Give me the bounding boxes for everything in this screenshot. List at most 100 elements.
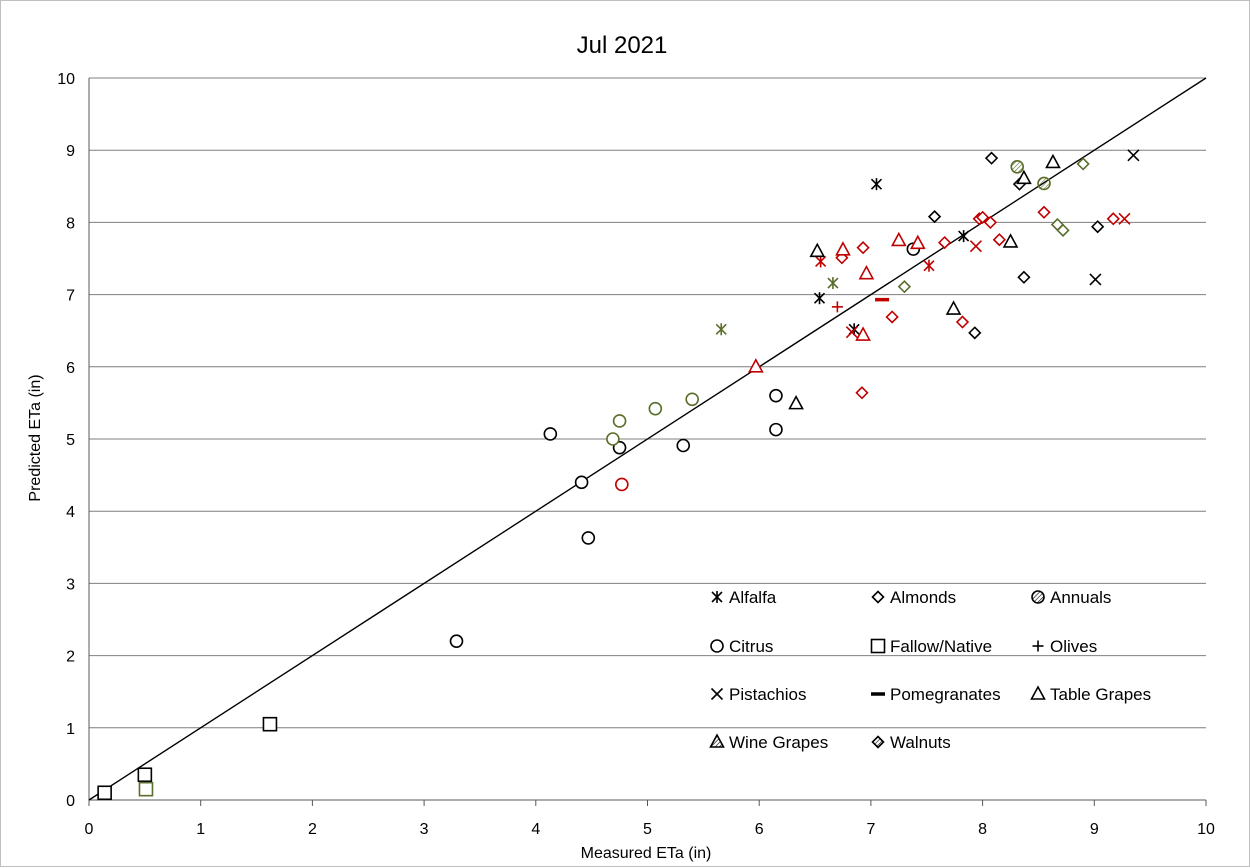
legend-label: Wine Grapes [729,733,828,752]
point-pistachios [1127,149,1140,162]
x-tick-label: 5 [643,821,652,838]
x-tick-label: 8 [978,821,987,838]
reference-line [88,77,1207,801]
point-citrus [769,388,783,403]
grid-lines [89,77,1206,729]
point-almonds [968,326,982,340]
point-citrus [574,475,589,490]
point-alfalfa [827,277,839,290]
point-citrus [676,438,691,453]
point-almonds [975,210,990,224]
point-table-grapes [855,326,871,341]
point-table-grapes [748,358,764,373]
point-alfalfa [870,178,883,191]
legend-item-pomegranates: Pomegranates [871,685,1001,704]
point-table-grapes [890,231,907,247]
y-axis-label: Predicted ETa (in) [27,374,44,501]
legend-item-table-grapes: Table Grapes [1030,685,1151,704]
point-fallow-native [138,781,154,797]
point-table-grapes [1045,153,1061,169]
point-citrus [449,634,464,648]
legend-item-olives: Olives [1032,637,1097,656]
legend-item-almonds: Almonds [871,588,956,607]
legend-item-fallow-native: Fallow/Native [870,637,992,656]
point-almonds [1091,220,1105,234]
legend-label: Pomegranates [890,685,1001,704]
legend: Alfalfa Almonds Annuals Citrus Fallow/Native… [709,588,1151,752]
x-tick-label: 0 [85,821,94,838]
point-almonds [927,209,942,224]
point-almonds [835,251,849,265]
legend-label: Annuals [1050,588,1111,607]
point-alfalfa [715,323,727,336]
y-tick-label: 1 [66,721,75,738]
point-alfalfa [958,230,970,243]
point-citrus [606,432,620,446]
point-almonds [955,315,970,329]
axes: 0 1 2 3 4 5 6 7 8 9 10 0 1 2 3 4 5 6 7 8 9 10 [57,71,1215,838]
legend-marker-citrus [710,639,724,653]
point-citrus [685,392,699,407]
y-tick-label: 8 [66,215,75,232]
point-table-grapes [835,241,851,256]
data-points [97,149,1140,801]
legend-label: Olives [1050,637,1097,656]
legend-label: Table Grapes [1050,685,1151,704]
point-table-grapes [1002,233,1019,248]
y-tick-label: 3 [66,576,75,593]
legend-label: Fallow/Native [890,637,992,656]
point-alfalfa [923,259,935,272]
point-almonds [897,280,912,294]
point-fallow-native [262,716,278,732]
legend-label: Walnuts [890,733,951,752]
one-to-one-line [88,77,1207,801]
legend-item-walnuts: Walnuts [871,733,951,752]
legend-label: Citrus [729,637,773,656]
x-tick-label: 4 [531,821,540,838]
legend-item-pistachios: Pistachios [710,685,806,704]
legend-marker-alfalfa [711,591,723,603]
legend-label: Pistachios [729,685,806,704]
point-olives [831,301,843,313]
point-alfalfa [813,292,826,305]
x-tick-label: 2 [308,821,317,838]
point-citrus [543,427,558,441]
legend-item-wine-grapes: Wine Grapes [709,733,828,752]
point-citrus [615,477,629,492]
x-tick-label: 1 [196,821,205,838]
legend-marker-olives [1032,640,1044,652]
point-citrus [612,414,627,428]
legend-item-citrus: Citrus [710,637,773,656]
y-tick-label: 0 [66,793,75,810]
point-fallow-native [137,767,153,783]
legend-item-alfalfa: Alfalfa [711,588,777,607]
chart-title: Jul 2021 [577,32,668,59]
point-almonds [1056,223,1070,237]
point-almonds [856,241,870,255]
point-annuals [1010,160,1025,174]
x-tick-label: 7 [866,821,875,838]
x-tick-label: 6 [755,821,764,838]
point-pistachios [969,240,982,253]
point-citrus [581,531,596,545]
y-tick-label: 9 [66,143,75,160]
x-tick-label: 9 [1090,821,1099,838]
legend-marker-fallow-native [870,638,886,654]
point-almonds [855,386,869,400]
point-almonds [885,310,899,324]
x-axis-label: Measured ETa (in) [581,845,712,862]
point-almonds [984,151,999,165]
y-tick-label: 2 [66,649,75,666]
legend-marker-annuals [1031,590,1045,604]
point-table-grapes [788,394,804,410]
point-pistachios [845,326,858,339]
point-pistachios [1089,273,1102,286]
legend-marker-table-grapes [1030,685,1046,700]
y-tick-label: 7 [66,288,75,305]
legend-marker-wine-grapes [709,733,725,748]
point-citrus [769,422,783,437]
point-pistachios [1118,212,1131,225]
legend-marker-walnuts [871,735,885,749]
